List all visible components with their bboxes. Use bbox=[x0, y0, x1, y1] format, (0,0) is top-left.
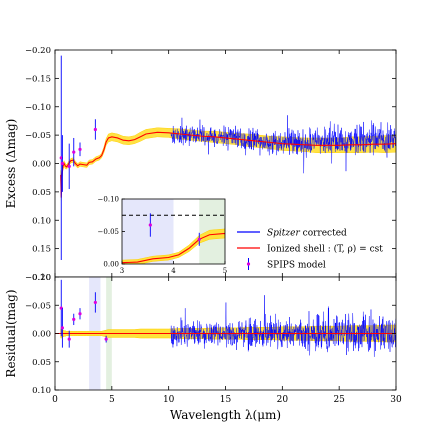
residual-ytick-label-3: 0.05 bbox=[32, 358, 51, 368]
inset-panel: 3 4 5 −0.10 −0.05 0.00 bbox=[98, 196, 228, 276]
residual-point-3 bbox=[72, 317, 76, 321]
legend-entry-spitzer: Spitzer corrected bbox=[237, 229, 347, 239]
residual-point-2 bbox=[67, 337, 71, 341]
legend-label-ionized-shell: Ionized shell : (T, ρ) = cst bbox=[267, 244, 383, 255]
residual-point-5 bbox=[93, 300, 97, 305]
residual-ytick-label-0: −0.10 bbox=[25, 273, 51, 283]
main-ytick-label-6: 0.10 bbox=[32, 216, 51, 226]
main-ytick-label-7: 0.15 bbox=[32, 245, 51, 255]
x-axis-label: Wavelength λ(μm) bbox=[170, 408, 281, 422]
main-ytick-label-0: −0.20 bbox=[25, 46, 51, 56]
legend-entry-spips: SPIPS model bbox=[246, 258, 326, 271]
main-spips-point-2 bbox=[67, 164, 71, 168]
residual-xtick-label-2: 10 bbox=[163, 395, 175, 405]
legend-label-spips: SPIPS model bbox=[267, 261, 326, 271]
inset-ytick-label-1: −0.05 bbox=[98, 228, 119, 236]
main-ytick-label-5: 0.05 bbox=[32, 188, 51, 198]
main-panel: −0.20 −0.15 −0.10 −0.05 0.00 0.05 0.10 0.15 0.20… bbox=[4, 46, 397, 283]
residual-panel: −0.10 −0.05 0.00 0.05 0.10 0 5 10 15 20 25 30 Resi… bbox=[4, 273, 402, 422]
main-ytick-label-2: −0.10 bbox=[25, 103, 51, 113]
inset-point-0 bbox=[148, 223, 152, 227]
residual-xtick-label-6: 30 bbox=[390, 395, 402, 405]
main-y-axis-label: Excess (Δmag) bbox=[4, 119, 18, 209]
inset-xtick-label-0: 3 bbox=[120, 267, 124, 275]
inset-shaded-region-0 bbox=[122, 199, 174, 264]
main-plot-area bbox=[55, 50, 396, 277]
residual-xtick-label-5: 25 bbox=[333, 395, 345, 405]
main-model-line bbox=[60, 131, 396, 198]
residual-xtick-label-0: 0 bbox=[52, 395, 58, 405]
main-ytick-label-3: −0.05 bbox=[25, 131, 51, 141]
main-spips-point-5 bbox=[93, 127, 97, 132]
main-spips-point-4 bbox=[78, 147, 82, 151]
residual-ytick-label-1: −0.05 bbox=[25, 301, 51, 311]
main-ytick-label-8: 0.20 bbox=[32, 273, 51, 283]
residual-spectrum bbox=[170, 295, 396, 357]
residual-y-axis-label: Residual(mag) bbox=[4, 289, 18, 377]
inset-ytick-label-0: −0.10 bbox=[98, 196, 119, 204]
residual-xtick-label-3: 15 bbox=[220, 395, 232, 405]
legend: Spitzer corrected Ionized shell : (T, ρ)… bbox=[237, 229, 383, 271]
residual-ytick-label-2: 0.00 bbox=[32, 330, 51, 340]
residual-ytick-label-4: 0.10 bbox=[32, 386, 51, 396]
residual-point-6 bbox=[104, 337, 108, 341]
main-ytick-label-4: 0.00 bbox=[32, 160, 51, 170]
legend-swatch-spips-marker bbox=[246, 262, 251, 266]
residual-xtick-label-4: 20 bbox=[277, 395, 289, 405]
inset-xtick-label-2: 5 bbox=[223, 267, 227, 275]
main-model-band bbox=[60, 127, 396, 203]
residual-xtick-label-1: 5 bbox=[109, 395, 115, 405]
main-ytick-label-1: −0.15 bbox=[25, 74, 51, 84]
main-spips-point-3 bbox=[72, 150, 76, 154]
main-spips-point-1 bbox=[60, 161, 64, 166]
inset-xtick-label-1: 4 bbox=[171, 267, 176, 275]
inset-ytick-label-2: 0.00 bbox=[103, 261, 119, 269]
residual-point-4 bbox=[78, 312, 82, 316]
inset-point-1 bbox=[197, 237, 201, 241]
residual-point-1 bbox=[60, 326, 64, 330]
inset-model-line bbox=[122, 232, 225, 264]
legend-label-spitzer: Spitzer corrected bbox=[267, 229, 347, 239]
legend-entry-ionized-shell: Ionized shell : (T, ρ) = cst bbox=[237, 244, 383, 255]
